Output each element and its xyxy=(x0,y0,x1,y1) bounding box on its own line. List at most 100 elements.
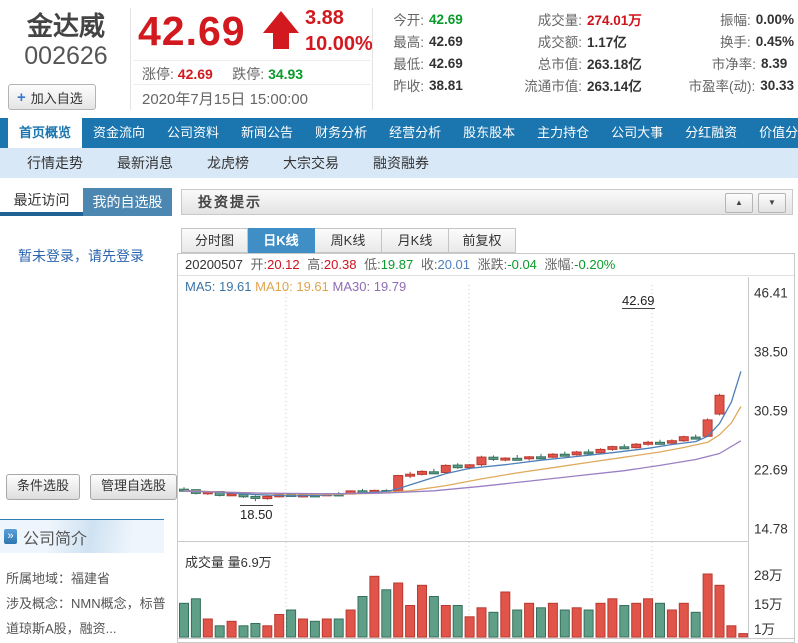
subnav-item-latest-news[interactable]: 最新消息 xyxy=(117,155,173,171)
low-value: 19.87 xyxy=(380,257,414,272)
price-plot[interactable]: MA5: 19.61 MA10: 19.61 MA30: 19.79 42.69… xyxy=(178,277,749,541)
nav-item-main-positions[interactable]: 主力持仓 xyxy=(537,125,590,140)
limit-up-value: 42.69 xyxy=(177,66,213,82)
limit-down-value: 34.93 xyxy=(268,66,304,82)
ohlc-info-row: 20200507 开:20.12 高:20.38 低:19.87 收:20.01… xyxy=(178,254,794,276)
ma30-label: MA30: 19.79 xyxy=(332,279,407,294)
sidebar-tabs: 最近访问 我的自选股 xyxy=(0,188,172,216)
stat-turnover-rate: 换手: 0.45% xyxy=(719,33,794,51)
y-axis-label: 46.41 xyxy=(754,285,788,301)
concepts-value: NMN概念，标普道琼斯A股，融资... xyxy=(6,596,166,636)
stat-amplitude: 振幅: 0.00% xyxy=(719,11,794,29)
company-profile-info: 所属地域：福建省 涉及概念：NMN概念，标普道琼斯A股，融资... xyxy=(6,566,166,641)
nav-item-capital-flow[interactable]: 资金流向 xyxy=(93,125,146,140)
nav-item-shareholders[interactable]: 股东股本 xyxy=(463,125,516,140)
stat-pb-ratio: 市净率: 8.39 xyxy=(711,55,788,73)
low-price-annotation: 18.50 xyxy=(240,505,273,522)
sidebar-buttons: 条件选股 管理自选股 xyxy=(6,474,178,500)
high-value: 20.38 xyxy=(323,257,357,272)
volume-label: 成交量 量6.9万 xyxy=(185,555,272,570)
volume-axis-label: 15万 xyxy=(754,597,783,612)
limit-down-label: 跌停: xyxy=(232,66,265,82)
price-change-percent: 10.00% xyxy=(305,33,373,55)
investment-tip-title: 投资提示 xyxy=(198,194,262,210)
quote-stats-grid: 今开: 42.69 成交量: 274.01万 振幅: 0.00% 最高: 42.69 成… xyxy=(378,8,794,96)
tab-weekly-kline[interactable]: 周K线 xyxy=(315,228,382,253)
volume-axis-label: 28万 xyxy=(754,568,783,583)
sidebar-tab-recent-visits[interactable]: 最近访问 xyxy=(0,188,83,216)
subnav-item-dragon-tiger[interactable]: 龙虎榜 xyxy=(207,155,249,171)
nav-item-company-events[interactable]: 公司大事 xyxy=(611,125,664,140)
limit-up-label: 涨停: xyxy=(142,66,174,82)
scroll-down-icon[interactable]: ▼ xyxy=(758,193,786,213)
price-axis-gutter: 46.41 38.50 30.59 22.69 14.78 28万 15万 1万 xyxy=(748,277,794,642)
change-pct-value: -0.20% xyxy=(574,257,616,272)
tab-monthly-kline[interactable]: 月K线 xyxy=(382,228,449,253)
tab-daily-kline[interactable]: 日K线 xyxy=(248,228,315,253)
header-divider xyxy=(372,8,373,110)
nav-item-financial-analysis[interactable]: 财务分析 xyxy=(315,125,368,140)
region-label: 所属地域： xyxy=(6,571,72,586)
stat-high: 最高: 42.69 xyxy=(393,33,463,51)
diff-label: DIFF: -0.07 xyxy=(264,641,330,642)
y-axis-label: 22.69 xyxy=(754,462,788,478)
nav-item-value-analysis[interactable]: 价值分析 xyxy=(759,125,798,140)
dea-label: DEA: -0.07 xyxy=(333,641,397,642)
subnav-item-market-trend[interactable]: 行情走势 xyxy=(27,155,83,171)
company-profile-title: 公司简介 xyxy=(23,530,88,548)
y-axis-label: 30.59 xyxy=(754,403,788,419)
subnav-item-margin-trading[interactable]: 融资融券 xyxy=(373,155,429,171)
high-price-annotation: 42.69 xyxy=(622,293,655,309)
header-divider xyxy=(130,8,131,110)
manage-watchlist-button[interactable]: 管理自选股 xyxy=(90,474,178,500)
up-arrow-icon xyxy=(263,11,299,53)
ma10-label: MA10: 19.61 xyxy=(255,279,329,294)
nav-item-dividend-financing[interactable]: 分红融资 xyxy=(685,125,738,140)
change-value: -0.04 xyxy=(507,257,537,272)
sub-nav: 行情走势 最新消息 龙虎榜 大宗交易 融资融券 xyxy=(0,148,798,178)
y-axis-label: 38.50 xyxy=(754,344,788,360)
add-watchlist-button[interactable]: + 加入自选 xyxy=(8,84,96,110)
macd-info-row: MACD: -0.01 DIFF: -0.07 DEA: -0.07 xyxy=(178,638,794,642)
subnav-item-block-trade[interactable]: 大宗交易 xyxy=(283,155,339,171)
y-axis-label: 14.78 xyxy=(754,521,788,537)
investment-tip-bar[interactable]: 投资提示 ▲ ▼ xyxy=(181,189,793,215)
candle-date: 20200507 xyxy=(185,257,243,272)
tab-forward-adjusted[interactable]: 前复权 xyxy=(449,228,516,253)
stat-volume: 成交量: 274.01万 xyxy=(537,13,642,28)
divider xyxy=(134,84,370,85)
concepts-label: 涉及概念： xyxy=(6,596,72,611)
ma5-label: MA5: 19.61 xyxy=(185,279,252,294)
stat-open: 今开: 42.69 xyxy=(393,11,463,29)
stock-screener-button[interactable]: 条件选股 xyxy=(6,474,81,500)
scroll-up-icon[interactable]: ▲ xyxy=(725,193,753,213)
login-hint-link[interactable]: 暂未登录，请先登录 xyxy=(18,248,144,264)
chevron-right-icon: » xyxy=(4,529,17,544)
stat-pe-ratio: 市盈率(动): 30.33 xyxy=(688,77,794,95)
kline-tabs: 分时图 日K线 周K线 月K线 前复权 xyxy=(181,228,516,253)
nav-item-company-info[interactable]: 公司资料 xyxy=(167,125,220,140)
stock-code: 002626 xyxy=(24,42,108,70)
sidebar-tab-my-watchlist[interactable]: 我的自选股 xyxy=(83,188,172,216)
tab-intraday[interactable]: 分时图 xyxy=(181,228,248,253)
candlestick-svg xyxy=(179,285,742,541)
price-change: 3.88 xyxy=(305,7,344,29)
main-nav: 首页概览 资金流向 公司资料 新闻公告 财务分析 经营分析 股东股本 主力持仓 … xyxy=(0,118,798,148)
nav-item-news[interactable]: 新闻公告 xyxy=(241,125,294,140)
close-value: 20.01 xyxy=(437,257,471,272)
volume-plot[interactable]: 成交量 量6.9万 xyxy=(178,541,749,638)
macd-label: MACD: -0.01 xyxy=(185,641,260,642)
kline-chart-panel[interactable]: 20200507 开:20.12 高:20.38 低:19.87 收:20.01… xyxy=(177,253,795,643)
limit-row: 涨停: 42.69 跌停: 34.93 xyxy=(142,64,303,84)
volume-svg xyxy=(179,542,749,638)
panel-scroll-buttons: ▲ ▼ xyxy=(725,193,786,213)
current-price: 42.69 xyxy=(138,8,246,54)
quote-timestamp: 2020年7月15日 15:00:00 xyxy=(142,91,308,108)
plus-icon: + xyxy=(17,88,26,106)
stat-low: 最低: 42.69 xyxy=(393,55,463,73)
nav-item-overview[interactable]: 首页概览 xyxy=(8,118,83,148)
nav-item-operation-analysis[interactable]: 经营分析 xyxy=(389,125,442,140)
volume-axis-label: 1万 xyxy=(754,622,776,637)
stat-prev-close: 昨收: 38.81 xyxy=(393,77,463,95)
